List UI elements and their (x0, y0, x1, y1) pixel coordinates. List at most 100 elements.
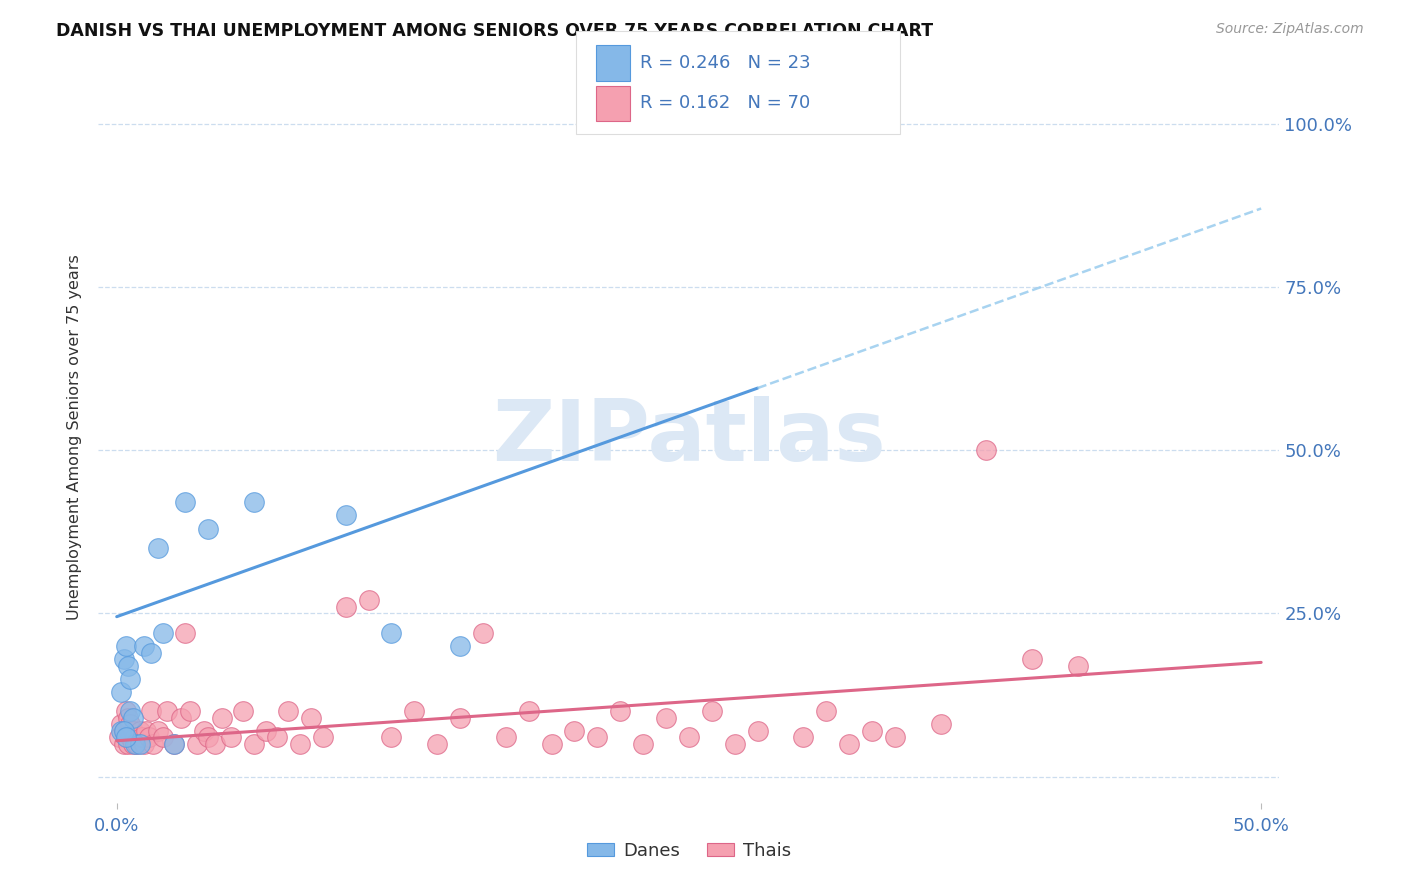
Point (277, 705, 299, 719)
Point (112, 723, 135, 738)
Point (860, 723, 883, 738)
Point (471, 626, 494, 640)
Point (288, 737, 311, 751)
Point (678, 731, 700, 745)
Text: R = 0.162   N = 70: R = 0.162 N = 70 (640, 95, 810, 112)
Point (792, 731, 814, 745)
Point (120, 672, 142, 686)
Point (117, 737, 139, 751)
Point (929, 717, 952, 731)
Point (128, 723, 150, 738)
Point (335, 599, 357, 614)
Point (134, 639, 156, 653)
Point (112, 737, 135, 751)
Point (128, 737, 150, 751)
Point (163, 737, 186, 751)
Point (152, 626, 174, 640)
Point (884, 731, 907, 745)
Point (193, 723, 215, 738)
Point (243, 737, 266, 751)
Point (380, 731, 402, 745)
Point (135, 723, 157, 738)
Point (117, 711, 139, 725)
Point (976, 443, 998, 458)
Point (357, 593, 380, 607)
Point (197, 521, 219, 535)
Point (609, 705, 631, 719)
Point (142, 737, 165, 751)
Point (163, 737, 186, 751)
Point (517, 705, 540, 719)
Point (564, 723, 586, 738)
Text: Source: ZipAtlas.com: Source: ZipAtlas.com (1216, 22, 1364, 37)
Point (115, 705, 138, 719)
Point (815, 705, 838, 719)
Point (121, 723, 143, 738)
Point (631, 737, 654, 751)
Point (1021, 652, 1043, 666)
Point (124, 731, 146, 745)
Point (117, 658, 139, 673)
Point (152, 731, 174, 745)
Text: ZIPatlas: ZIPatlas (492, 395, 886, 479)
Point (449, 639, 471, 653)
Point (380, 626, 402, 640)
Point (232, 705, 254, 719)
Point (197, 731, 219, 745)
Point (110, 723, 132, 738)
Point (127, 737, 149, 751)
Point (540, 737, 562, 751)
Point (838, 737, 860, 751)
Point (131, 731, 153, 745)
Point (655, 711, 678, 725)
Point (335, 508, 357, 523)
Point (120, 731, 142, 745)
Point (586, 731, 609, 745)
Point (134, 737, 156, 751)
Point (186, 737, 208, 751)
Point (312, 731, 335, 745)
Point (174, 495, 197, 509)
Point (700, 705, 723, 719)
Y-axis label: Unemployment Among Seniors over 75 years: Unemployment Among Seniors over 75 years (67, 254, 83, 620)
Point (146, 723, 169, 738)
Point (112, 723, 135, 738)
Point (108, 731, 131, 745)
Point (139, 705, 162, 719)
Point (724, 737, 747, 751)
Point (495, 731, 517, 745)
Point (174, 626, 197, 640)
Point (211, 711, 233, 725)
Point (299, 711, 322, 725)
Point (115, 731, 138, 745)
Point (254, 723, 277, 738)
Point (121, 737, 143, 751)
Text: DANISH VS THAI UNEMPLOYMENT AMONG SENIORS OVER 75 YEARS CORRELATION CHART: DANISH VS THAI UNEMPLOYMENT AMONG SENIOR… (56, 22, 934, 40)
Point (112, 652, 135, 666)
Legend: Danes, Thais: Danes, Thais (579, 835, 799, 867)
Point (110, 717, 132, 731)
Point (156, 705, 179, 719)
Point (204, 737, 226, 751)
Point (121, 711, 143, 725)
Point (179, 705, 201, 719)
Point (139, 646, 162, 660)
Point (219, 731, 242, 745)
Point (404, 705, 426, 719)
Point (266, 731, 288, 745)
Point (115, 731, 138, 745)
Point (449, 711, 471, 725)
Point (243, 495, 266, 509)
Point (115, 639, 138, 653)
Point (124, 737, 146, 751)
Point (120, 717, 142, 731)
Point (110, 685, 132, 699)
Point (426, 737, 449, 751)
Point (1067, 658, 1090, 673)
Point (146, 541, 169, 555)
Point (120, 705, 142, 719)
Point (747, 723, 769, 738)
Point (138, 731, 160, 745)
Text: R = 0.246   N = 23: R = 0.246 N = 23 (640, 54, 810, 72)
Point (170, 711, 193, 725)
